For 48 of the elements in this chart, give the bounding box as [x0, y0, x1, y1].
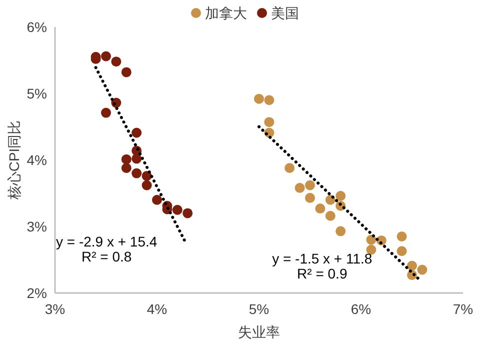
point [264, 95, 274, 106]
annotation: R² = 0.9 [297, 265, 348, 282]
x-tick-label: 5% [248, 301, 270, 317]
point [101, 51, 111, 62]
point [142, 180, 152, 190]
x-axis-title: 失业率 [238, 324, 280, 340]
point [325, 210, 336, 221]
y-tick-label: 4% [26, 152, 47, 168]
y-tick-label: 5% [26, 86, 47, 102]
point [305, 180, 315, 190]
x-tick-label: 7% [452, 301, 474, 317]
point [121, 67, 132, 78]
point [172, 204, 182, 215]
point [264, 117, 274, 128]
point [152, 194, 162, 205]
point [407, 260, 417, 271]
point [284, 162, 295, 173]
point [396, 231, 407, 242]
point [182, 208, 193, 218]
legend-label: 美国 [271, 5, 299, 21]
point [101, 108, 111, 118]
point [121, 162, 132, 173]
annotation: y = -1.5 x + 11.8 [272, 250, 372, 266]
y-tick-label: 3% [26, 218, 47, 234]
y-tick-label: 6% [26, 19, 47, 35]
point [396, 246, 407, 256]
point [111, 56, 122, 67]
x-tick-label: 4% [146, 301, 168, 317]
point [132, 128, 142, 138]
point [254, 94, 264, 104]
y-axis-title: 核心CPI同比 [6, 120, 22, 201]
point [121, 154, 132, 164]
point [336, 190, 346, 201]
annotation: y = -2.9 x + 15.4 [56, 233, 158, 250]
point [315, 204, 326, 214]
x-tick-label: 3% [44, 301, 66, 317]
point [305, 192, 315, 203]
point [366, 234, 376, 245]
point [132, 154, 142, 164]
x-tick-label: 6% [350, 301, 372, 317]
legend-label: 加拿大 [205, 5, 247, 21]
annotation: R² = 0.8 [81, 248, 132, 264]
point [294, 182, 305, 193]
point [132, 168, 142, 178]
point [336, 226, 346, 236]
point [366, 244, 376, 255]
point [417, 264, 428, 275]
y-tick-label: 2% [26, 285, 47, 301]
